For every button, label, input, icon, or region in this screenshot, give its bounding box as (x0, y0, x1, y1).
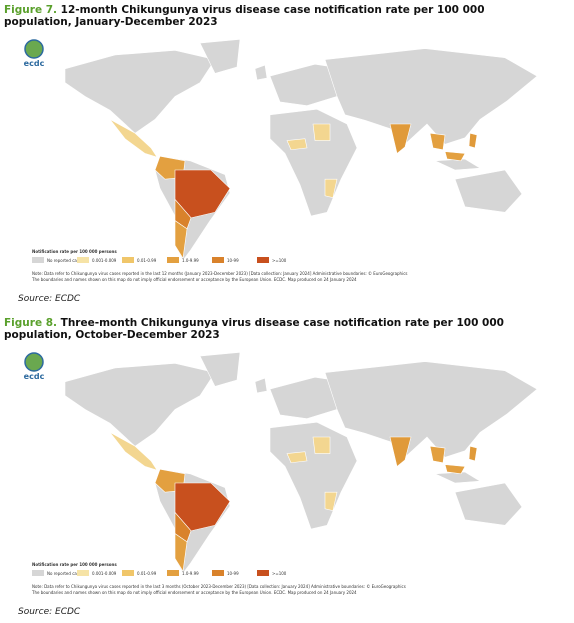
figure-caption: Figure 7. 12-month Chikungunya virus dis… (4, 4, 544, 28)
logo-globe (24, 352, 44, 372)
legend-label: >=100 (272, 571, 287, 576)
legend-swatch (122, 257, 134, 263)
map-panel: ecdc Notification rate per 100 000 person… (24, 352, 538, 595)
legend-swatch (32, 570, 44, 576)
legend-swatch (77, 570, 89, 576)
note: Note: Data refer to Chikungunya virus ca… (32, 271, 407, 276)
legend-swatch (257, 570, 269, 576)
legend-title: Notification rate per 100 000 persons (32, 562, 117, 567)
note: The boundaries and names shown on this m… (31, 277, 357, 282)
legend-label: 0.001-0.009 (92, 258, 117, 263)
legend-label: 0.01-0.99 (137, 571, 157, 576)
figure-title: Three-month Chikungunya virus disease ca… (4, 317, 504, 341)
figure-title: 12-month Chikungunya virus disease case … (4, 4, 485, 28)
legend-label: 10-99 (227, 571, 239, 576)
source: Source: ECDC (18, 294, 81, 304)
legend-swatch (212, 570, 224, 576)
legend-label: No reported cases (47, 258, 83, 263)
legend-label: 1.0-9.99 (182, 571, 199, 576)
legend-swatch (77, 257, 89, 263)
world-map (64, 352, 538, 574)
legend-swatch (167, 570, 179, 576)
legend-swatch (122, 570, 134, 576)
legend-label: No reported cases (47, 571, 83, 576)
legend-swatch (212, 257, 224, 263)
legend-label: 0.01-0.99 (137, 258, 157, 263)
legend-title: Notification rate per 100 000 persons (32, 249, 117, 254)
legend-label: >=100 (272, 258, 287, 263)
map-panel: ecdc Notification rate per 100 000 person… (24, 39, 538, 282)
figure: Figure 7. 12-month Chikungunya virus dis… (0, 0, 574, 310)
note: Note: Data refer to Chikungunya virus ca… (32, 584, 406, 589)
legend-label: 10-99 (227, 258, 239, 263)
world-map (64, 39, 538, 261)
legend-label: 0.001-0.009 (92, 571, 117, 576)
logo-globe (24, 39, 44, 59)
legend-swatch (167, 257, 179, 263)
figure-label: Figure 7. (4, 4, 58, 16)
legend-swatch (257, 257, 269, 263)
figure: Figure 8. Three-month Chikungunya virus … (0, 313, 574, 623)
logo-text: ecdc (24, 59, 45, 68)
logo-text: ecdc (24, 372, 45, 381)
note: The boundaries and names shown on this m… (31, 590, 357, 595)
legend-swatch (32, 257, 44, 263)
source: Source: ECDC (18, 607, 81, 617)
legend-label: 1.0-9.99 (182, 258, 199, 263)
figure-caption: Figure 8. Three-month Chikungunya virus … (4, 317, 544, 341)
figure-label: Figure 8. (4, 317, 58, 329)
